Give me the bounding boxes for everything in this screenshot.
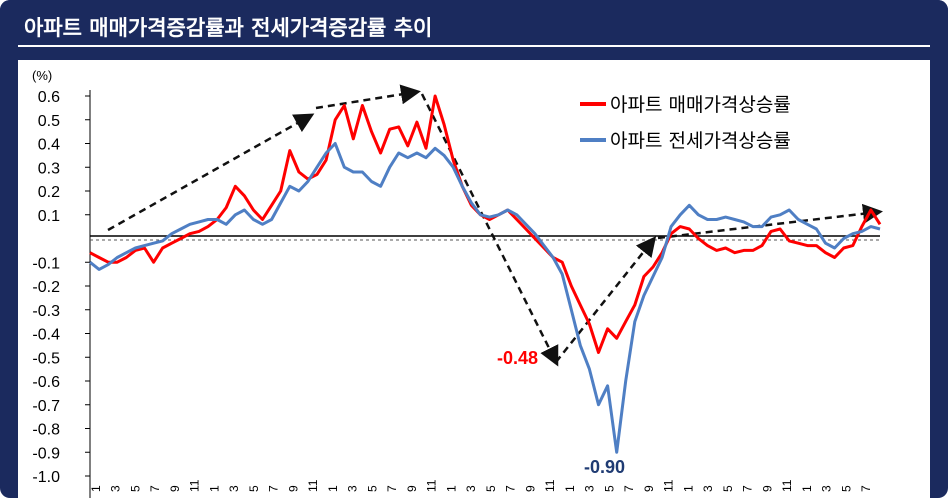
- y-tick-label: 0.3: [38, 160, 60, 177]
- x-tick-label: 9: [168, 485, 182, 492]
- x-tick-label: 1: [800, 485, 814, 492]
- y-tick-label: -0.5: [32, 350, 60, 367]
- x-tick-label: 3: [464, 485, 478, 492]
- x-tick-label: 9: [405, 485, 419, 492]
- data-label-1: -0.48: [497, 348, 538, 368]
- x-tick-label: 9: [642, 485, 656, 492]
- x-tick-label: 9: [286, 485, 300, 492]
- x-tick-label: 11: [543, 479, 557, 492]
- x-tick-label: 3: [346, 485, 360, 492]
- x-tick-label: 1: [326, 485, 340, 492]
- y-tick-label: -0.2: [32, 279, 60, 296]
- trend-arrow: [315, 84, 421, 110]
- x-tick-label: 5: [484, 485, 498, 492]
- y-tick-label: -0.6: [32, 374, 60, 391]
- x-tick-label: 7: [267, 485, 281, 492]
- axis-layer: (%) 0.6 0.5 0.4 0.3 0.2 0.1 -0.1 -0.2 -0.3 -0.4 -0.…: [32, 68, 880, 498]
- x-tick-label: 5: [247, 485, 261, 492]
- y-tick-label: -1.0: [32, 469, 60, 486]
- trend-arrow: [420, 93, 559, 367]
- x-tick-label: 9: [760, 485, 774, 492]
- y-tick-label: 0.2: [38, 184, 60, 201]
- x-tick-label: 5: [365, 485, 379, 492]
- x-tick-label: 1: [444, 485, 458, 492]
- title-bar: 아파트 매매가격증감률과 전세가격증감률 추이: [0, 0, 948, 56]
- x-tick-label: 11: [780, 479, 794, 492]
- x-tick-label: 3: [820, 485, 834, 492]
- x-tick-label: 5: [128, 485, 142, 492]
- line-chart: (%) 0.6 0.5 0.4 0.3 0.2 0.1 -0.1 -0.2 -0.3 -0.4 -0.…: [32, 68, 883, 498]
- y-tick-label: 0.6: [38, 89, 60, 106]
- x-tick-label: 7: [385, 485, 399, 492]
- series-line-2: [89, 142, 881, 454]
- x-tick-label: 11: [188, 479, 202, 492]
- x-tick-label: 7: [148, 485, 162, 492]
- series-layer: [89, 94, 882, 454]
- y-tick-label: -0.4: [32, 327, 60, 344]
- x-tick-label: 1: [89, 485, 103, 492]
- x-tick-label: 7: [741, 485, 755, 492]
- x-tick-label: 1: [207, 485, 221, 492]
- y-tick-label: 0.1: [38, 208, 60, 225]
- trend-arrow: [555, 236, 657, 363]
- x-tick-label: 5: [839, 485, 853, 492]
- y-tick-label: 0.5: [38, 113, 60, 130]
- y-tick-label: -0.3: [32, 303, 60, 320]
- x-tick-label: 3: [701, 485, 715, 492]
- legend-label-2: 아파트 전세가격상승률: [610, 130, 791, 152]
- x-tick-label: 1: [681, 485, 695, 492]
- y-tick-label: 0.4: [38, 137, 60, 154]
- y-unit-label: (%): [32, 68, 52, 83]
- x-tick-label: 5: [602, 485, 616, 492]
- x-tick-label: 7: [622, 485, 636, 492]
- legend-label-1: 아파트 매매가격상승률: [610, 94, 791, 116]
- chart-panel: (%) 0.6 0.5 0.4 0.3 0.2 0.1 -0.1 -0.2 -0.3 -0.4 -0.…: [18, 60, 930, 498]
- y-tick-label: -0.1: [32, 255, 60, 272]
- x-tick-label: 11: [662, 479, 676, 492]
- title-divider: [18, 45, 930, 47]
- x-tick-label: 7: [859, 485, 873, 492]
- x-tick-label: 11: [425, 479, 439, 492]
- x-tick-label: 9: [523, 485, 537, 492]
- x-tick-label: 1: [563, 485, 577, 492]
- x-tick-label: 3: [227, 485, 241, 492]
- data-label-2: -0.90: [584, 457, 625, 477]
- trend-arrow: [107, 113, 315, 232]
- page-title: 아파트 매매가격증감률과 전세가격증감률 추이: [24, 16, 433, 40]
- x-tick-label: 5: [721, 485, 735, 492]
- x-tick-label: 7: [504, 485, 518, 492]
- y-tick-label: -0.7: [32, 398, 60, 415]
- x-tick-label: 3: [583, 485, 597, 492]
- x-tick-label: 3: [109, 485, 123, 492]
- y-tick-label: -0.9: [32, 445, 60, 462]
- x-tick-label: 11: [306, 479, 320, 492]
- y-tick-label: -0.8: [32, 422, 60, 439]
